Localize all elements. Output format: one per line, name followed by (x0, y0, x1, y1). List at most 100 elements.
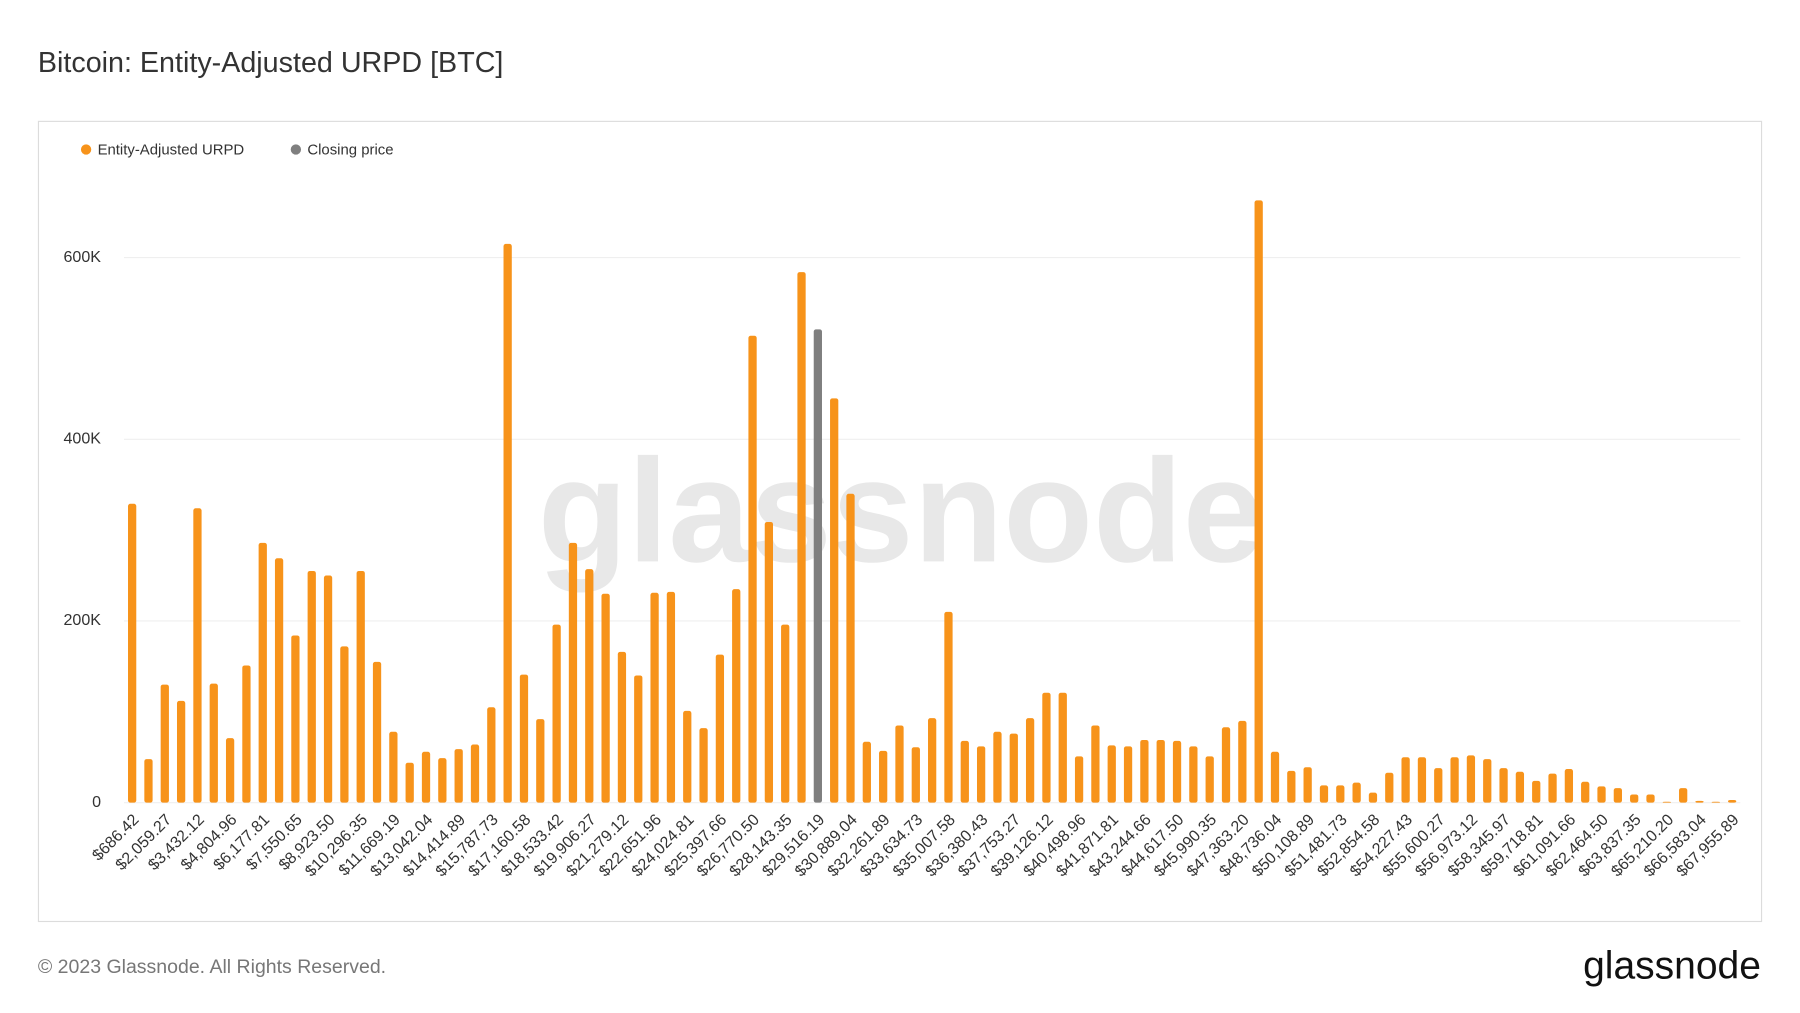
bar (1450, 757, 1459, 803)
bar (1613, 788, 1622, 803)
bar (1679, 788, 1688, 803)
bar (1074, 756, 1084, 803)
legend-label: Closing price (307, 142, 393, 159)
bar (487, 707, 496, 803)
bar (144, 759, 153, 803)
bar (781, 624, 790, 803)
bar (1123, 746, 1133, 803)
bar (225, 738, 235, 803)
bar (748, 335, 757, 803)
bar (830, 398, 839, 803)
bar (1205, 756, 1214, 803)
bar (666, 591, 676, 803)
bar (846, 493, 855, 803)
bar (1319, 785, 1329, 803)
bar (1630, 794, 1639, 803)
bar (519, 674, 529, 803)
bar (1466, 755, 1476, 803)
bar (340, 646, 349, 803)
bar (699, 728, 708, 803)
bar (960, 740, 969, 803)
bar (813, 329, 822, 803)
bar (1646, 794, 1655, 803)
bar (764, 521, 774, 803)
bar (976, 746, 986, 803)
bar (895, 725, 904, 803)
legend-label: Entity-Adjusted URPD (98, 142, 245, 159)
bar (1270, 751, 1280, 803)
bar (911, 747, 920, 803)
bar (536, 719, 545, 803)
bar (683, 710, 692, 803)
bar (1368, 792, 1378, 803)
bar (176, 700, 186, 803)
y-tick-label: 0 (92, 793, 101, 811)
bar (421, 751, 431, 803)
chart-title: Bitcoin: Entity-Adjusted URPD [BTC] (38, 47, 504, 79)
y-tick-label: 600K (64, 248, 102, 266)
bar (1009, 733, 1018, 803)
bar (1156, 739, 1165, 803)
bar (552, 624, 561, 803)
bar (1221, 727, 1231, 803)
y-tick-label: 400K (64, 430, 102, 448)
bar (1140, 739, 1149, 803)
bar (1254, 200, 1263, 803)
bar (1336, 785, 1345, 803)
bar (1662, 801, 1671, 803)
y-tick-label: 200K (64, 611, 102, 629)
bar (1042, 692, 1051, 803)
bar (879, 750, 888, 803)
legend-swatch (80, 144, 92, 155)
copyright: © 2023 Glassnode. All Rights Reserved. (38, 956, 386, 978)
bar (862, 741, 871, 803)
bar (193, 508, 202, 803)
bar (323, 575, 333, 803)
bar (274, 558, 284, 803)
bar (209, 683, 218, 803)
bar (1499, 768, 1508, 803)
bar (797, 272, 806, 803)
bar (1532, 780, 1541, 803)
bar (944, 611, 953, 803)
bar (438, 758, 447, 803)
bar (1352, 782, 1361, 803)
bar (585, 569, 594, 803)
bar (291, 635, 300, 803)
bar (1515, 771, 1525, 803)
bar (405, 762, 414, 803)
bar (601, 593, 610, 803)
bar (454, 749, 463, 803)
bar (356, 570, 365, 803)
bar (372, 661, 382, 803)
bar (568, 542, 578, 803)
bar (128, 503, 137, 803)
bar (1434, 768, 1443, 803)
bar (1091, 725, 1100, 803)
bar (732, 589, 741, 803)
chart-frame (37, 120, 1763, 923)
bar (928, 718, 937, 803)
bar (503, 243, 512, 803)
bar (242, 665, 251, 803)
bar (1238, 720, 1247, 803)
bar (1417, 757, 1427, 803)
bar (650, 592, 659, 803)
bar (307, 570, 316, 803)
bar (1564, 769, 1574, 803)
bar (1172, 740, 1182, 803)
bar (1483, 759, 1492, 803)
bar (993, 731, 1002, 803)
bar (1107, 745, 1116, 803)
bar (1728, 799, 1737, 803)
bar (1548, 773, 1557, 803)
bar (1287, 770, 1296, 803)
bar (1025, 718, 1035, 803)
bar (389, 731, 398, 803)
bar (715, 654, 725, 803)
legend-swatch (290, 144, 302, 155)
bar (1597, 786, 1606, 803)
